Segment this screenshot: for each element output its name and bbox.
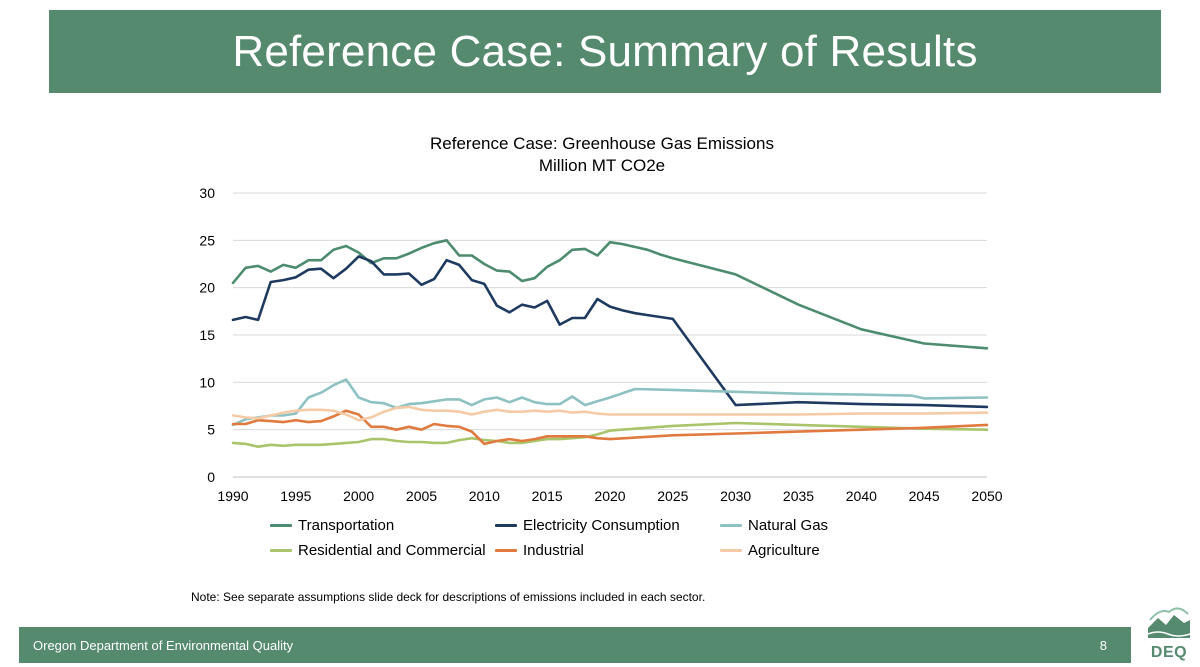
legend-item: Electricity Consumption [495,514,680,536]
x-tick-label: 2010 [469,488,500,504]
x-tick-label: 2015 [532,488,563,504]
series-line-industrial [231,409,989,446]
footer-bar: Oregon Department of Environmental Quali… [19,627,1131,663]
legend-item: Agriculture [720,539,820,561]
deq-logo-icon [1147,607,1191,638]
chart-legend: Transportation Electricity Consumption Nat… [270,514,970,570]
y-tick-label: 10 [199,374,215,390]
legend-swatch [270,548,292,552]
x-tick-label: 2035 [783,488,814,504]
y-tick-label: 0 [207,469,215,485]
legend-item: Industrial [495,539,584,561]
legend-item: Residential and Commercial [270,539,486,561]
legend-swatch [270,523,292,527]
slide-title-bar: Reference Case: Summary of Results [49,10,1161,93]
legend-label: Natural Gas [748,516,829,534]
chart-title-block: Reference Case: Greenhouse Gas Emissions… [300,133,904,177]
x-tick-label: 2045 [909,488,940,504]
page-number: 8 [1099,637,1107,653]
slide-note: Note: See separate assumptions slide dec… [191,590,706,604]
x-tick-label: 2025 [657,488,688,504]
slide-title: Reference Case: Summary of Results [232,26,978,76]
legend-label: Industrial [523,541,584,559]
legend-swatch [495,523,517,527]
series-line-transportation [231,239,989,350]
deq-logo: DEQ [1146,598,1192,662]
x-tick-label: 1990 [217,488,248,504]
legend-label: Transportation [298,516,395,534]
x-tick-label: 2000 [343,488,374,504]
legend-item: Natural Gas [720,514,828,536]
y-tick-label: 15 [199,327,215,343]
x-tick-label: 2050 [971,488,1002,504]
series-line-electricity-consumption [231,255,989,409]
x-tick-label: 2030 [720,488,751,504]
footer-org-name: Oregon Department of Environmental Quali… [33,637,294,653]
x-tick-label: 2020 [594,488,625,504]
legend-swatch [720,548,742,552]
chart-subtitle: Million MT CO2e [538,156,666,175]
y-tick-label: 30 [199,185,215,201]
legend-label: Residential and Commercial [298,541,486,559]
series-line-agriculture [231,405,989,422]
series-line-residential-and-commercial [231,421,989,448]
y-tick-label: 5 [207,422,215,438]
y-tick-label: 25 [199,232,215,248]
series-line-natural-gas [231,378,989,427]
legend-label: Electricity Consumption [523,516,680,534]
legend-swatch [495,548,517,552]
x-tick-label: 1995 [280,488,311,504]
legend-swatch [720,523,742,527]
legend-item: Transportation [270,514,394,536]
legend-label: Agriculture [748,541,820,559]
x-tick-label: 2040 [846,488,877,504]
x-tick-label: 2005 [406,488,437,504]
y-tick-label: 20 [199,280,215,296]
deq-logo-text: DEQ [1150,644,1188,661]
chart-title: Reference Case: Greenhouse Gas Emissions [430,134,774,153]
